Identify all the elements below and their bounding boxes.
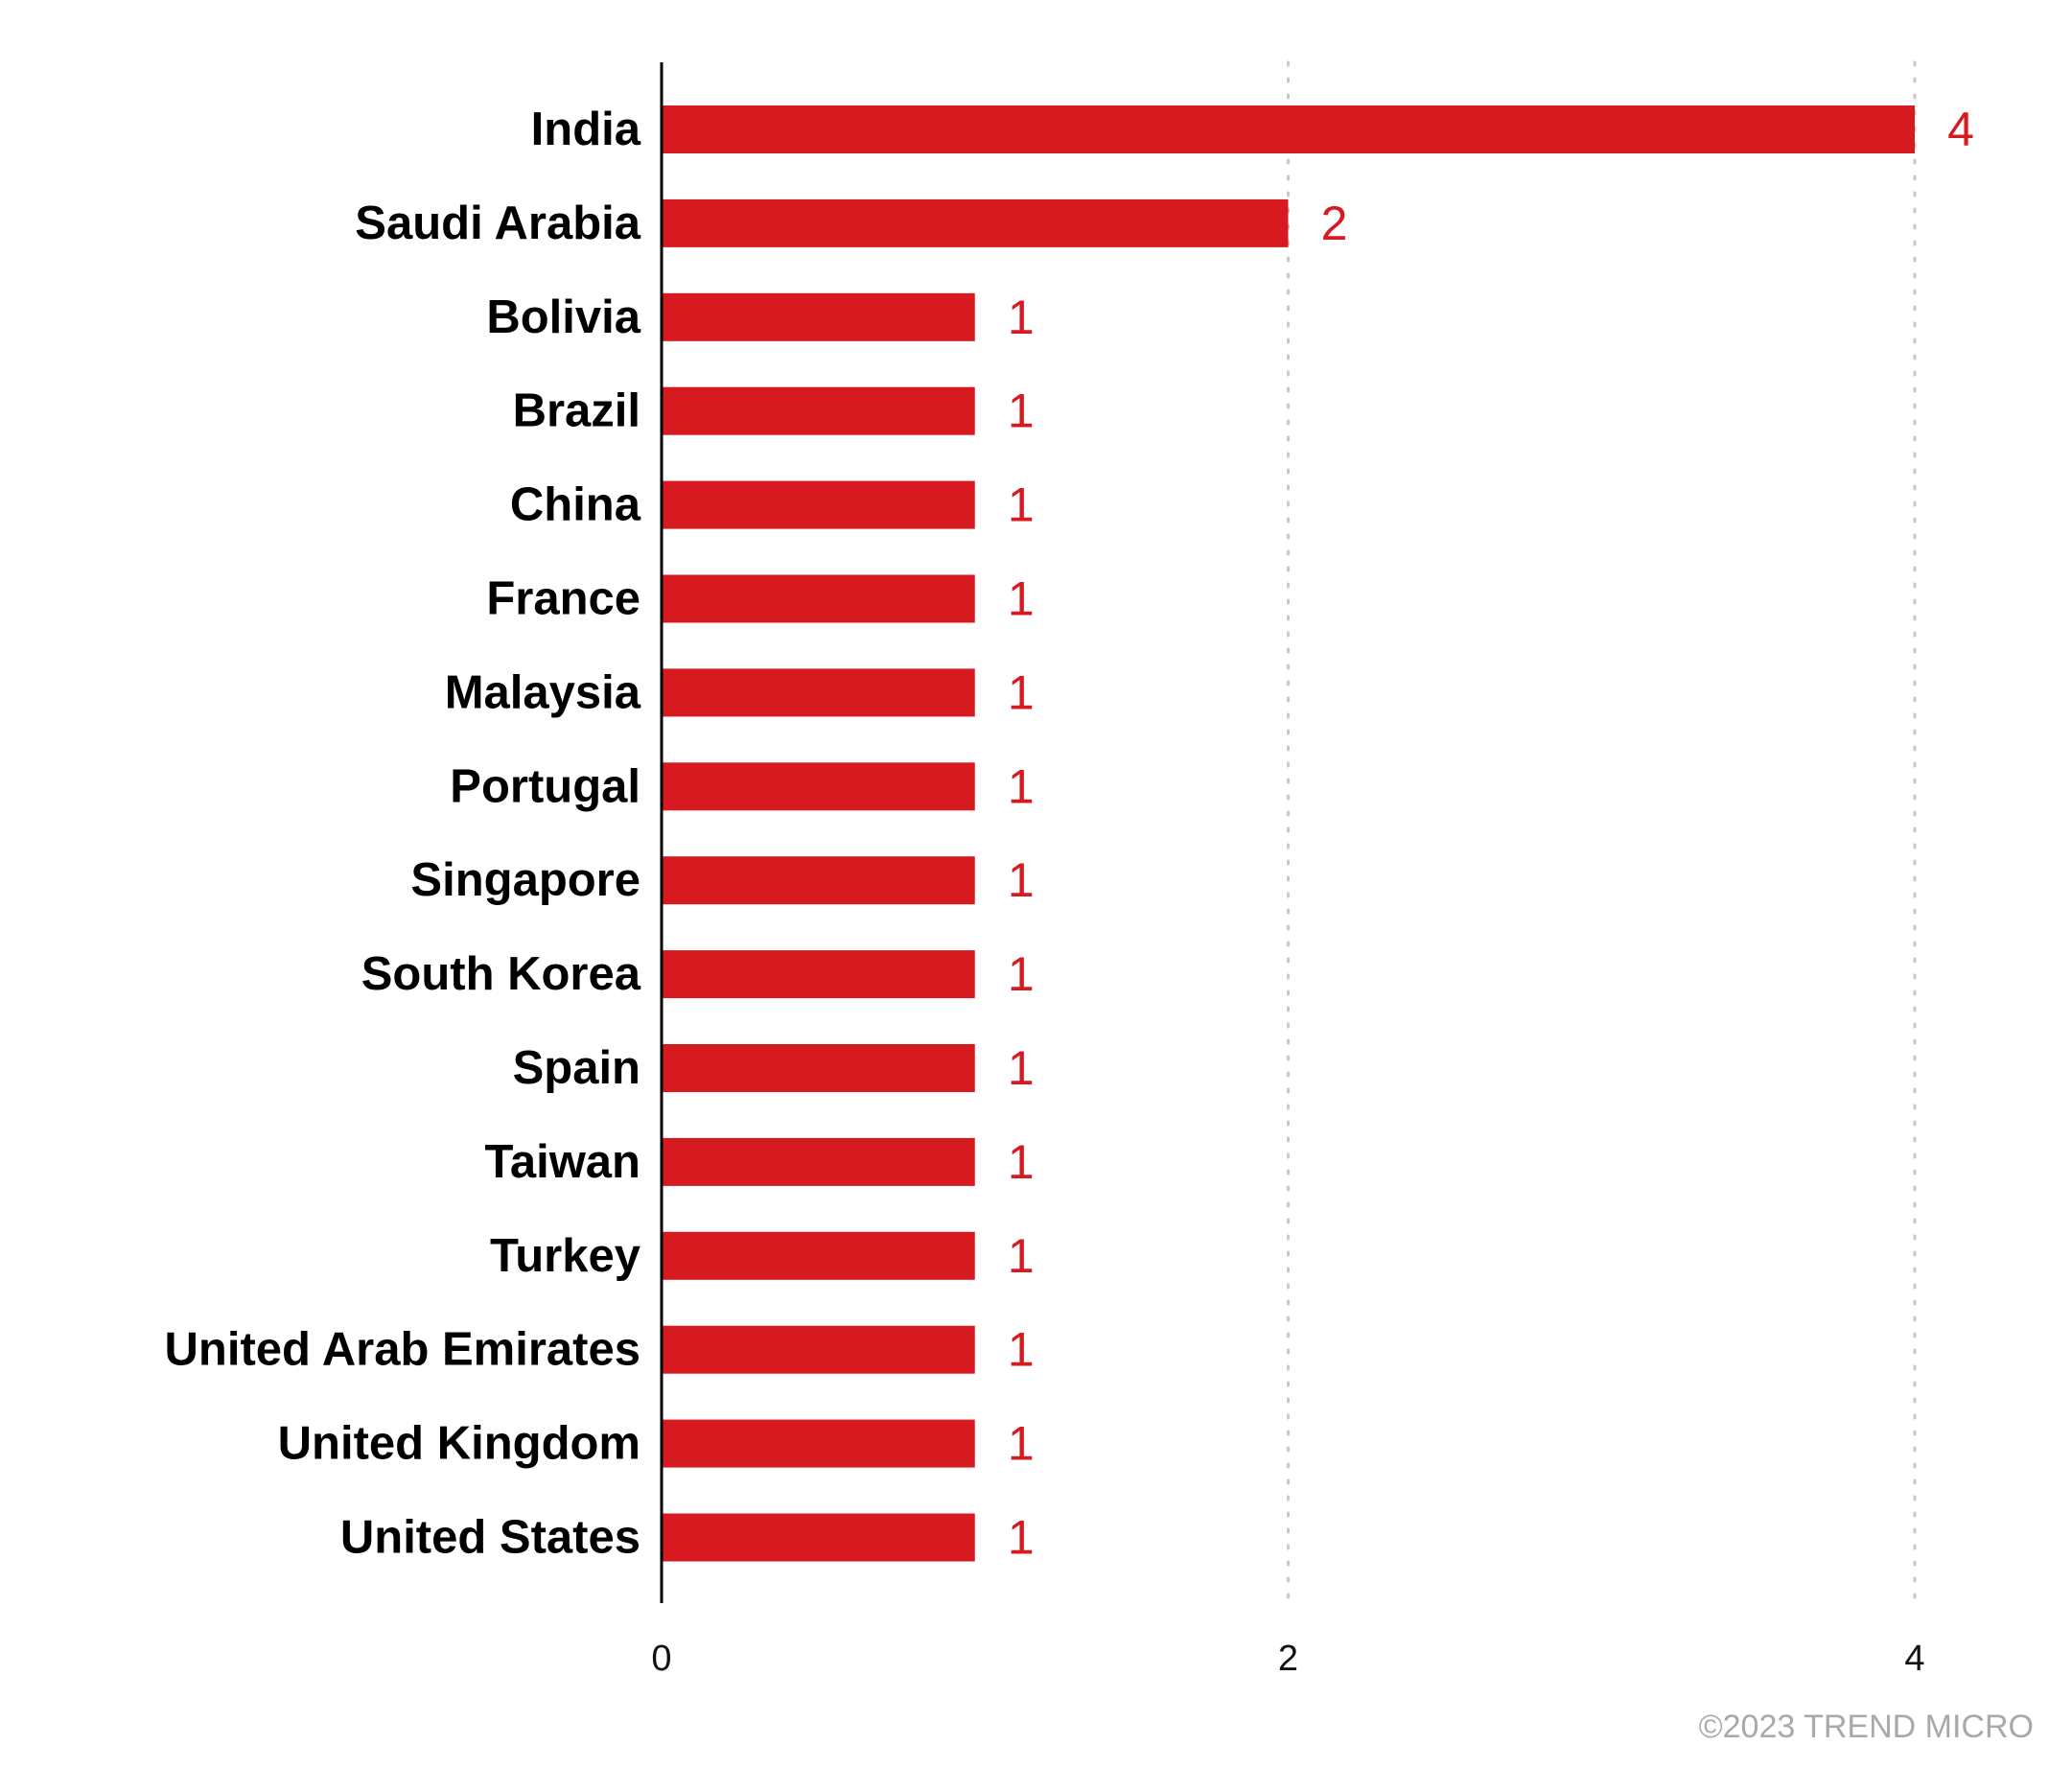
x-tick-label-1: 2 [1278,1639,1298,1679]
value-label-5: 1 [1008,572,1035,626]
grid-layer [1287,60,1917,1605]
category-label-5: France [486,573,640,625]
category-label-3: Brazil [513,385,640,437]
value-label-3: 1 [1008,384,1035,438]
x-tick-label-2: 4 [1904,1639,1924,1679]
value-label-12: 1 [1008,1229,1035,1283]
bar-10 [663,1044,975,1092]
value-label-10: 1 [1008,1041,1035,1095]
bar-9 [663,950,975,999]
value-label-4: 1 [1008,478,1035,532]
category-label-13: United Arab Emirates [165,1324,640,1376]
bar-6 [663,668,975,717]
bars-layer [663,105,1915,1562]
value-label-13: 1 [1008,1323,1035,1377]
bar-11 [663,1137,975,1186]
value-label-6: 1 [1008,665,1035,719]
value-label-11: 1 [1008,1135,1035,1189]
category-label-9: South Korea [361,948,641,1000]
value-label-8: 1 [1008,853,1035,907]
value-label-9: 1 [1008,947,1035,1001]
value-label-1: 2 [1321,197,1348,250]
bar-8 [663,856,975,905]
bar-13 [663,1325,975,1374]
bar-7 [663,762,975,811]
category-label-11: Taiwan [485,1136,640,1188]
value-labels: 4 2 1 1 1 1 1 1 1 1 1 1 1 1 1 1 [1008,103,1974,1565]
category-label-4: China [510,479,641,531]
bar-12 [663,1231,975,1280]
value-label-14: 1 [1008,1417,1035,1471]
category-label-14: United Kingdom [278,1418,640,1470]
category-label-12: Turkey [490,1230,640,1282]
category-label-0: India [531,104,641,155]
value-label-15: 1 [1008,1511,1035,1565]
category-label-8: Singapore [410,854,640,906]
category-label-1: Saudi Arabia [355,198,640,249]
bar-1 [663,198,1289,247]
bar-15 [663,1513,975,1562]
bar-2 [663,292,975,341]
category-label-7: Portugal [450,760,640,812]
category-label-15: United States [340,1512,640,1564]
value-label-7: 1 [1008,759,1035,813]
category-labels: India Saudi Arabia Bolivia Brazil China Franc… [165,104,641,1564]
bar-4 [663,480,975,529]
category-label-6: Malaysia [445,666,641,718]
x-tick-label-0: 0 [651,1639,671,1679]
category-label-2: Bolivia [486,291,640,343]
bar-0 [663,105,1915,153]
bar-14 [663,1419,975,1468]
copyright-text: ©2023 TREND MICRO [1698,1709,2034,1745]
value-label-2: 1 [1008,291,1035,344]
bar-5 [663,574,975,623]
value-label-0: 4 [1947,103,1974,156]
x-tick-labels: 0 2 4 [651,1639,1924,1679]
category-label-10: Spain [513,1042,640,1094]
bar-3 [663,386,975,435]
